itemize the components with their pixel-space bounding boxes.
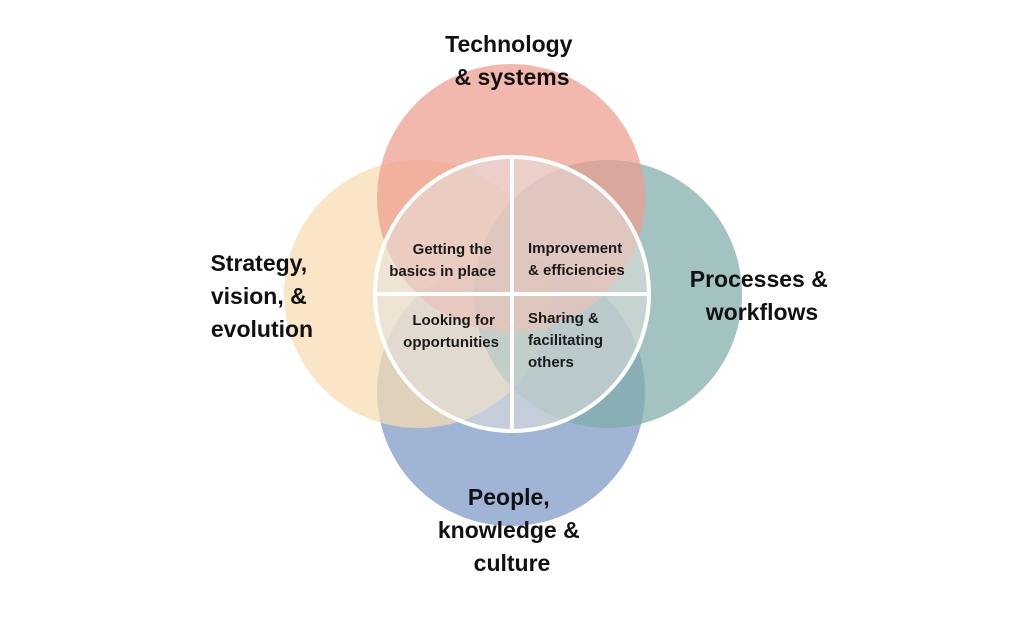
label-processes-workflows: Processes & workflows: [690, 266, 834, 325]
label-people-knowledge-culture: People, knowledge & culture: [438, 484, 586, 576]
quadrant-label-sharing-facilitating: Sharing & facilitating others: [528, 310, 607, 371]
quadrant-label-getting-the-basics: Getting the basics in place: [389, 241, 496, 280]
quadrant-label-improvement-efficiencies: Improvement & efficiencies: [528, 240, 626, 279]
quadrant-label-looking-for-opportunities: Looking for opportunities: [403, 312, 499, 351]
label-strategy-vision-evolution: Strategy, vision, & evolution: [210, 250, 313, 342]
label-technology-systems: Technology & systems: [445, 31, 579, 90]
